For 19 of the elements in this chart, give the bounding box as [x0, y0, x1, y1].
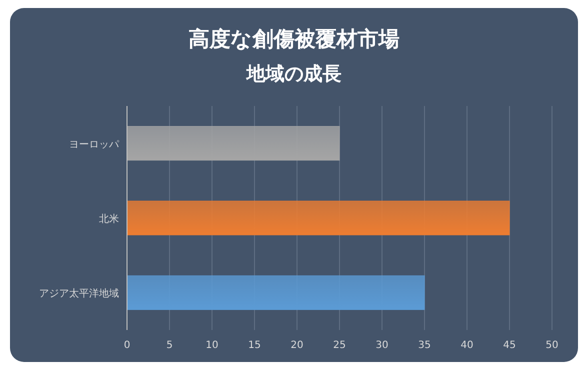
y-tick-label: アジア太平洋地域 — [39, 288, 119, 300]
x-tick-label: 45 — [503, 340, 516, 351]
chart-title: 高度な創傷被覆材市場 — [188, 26, 400, 51]
x-tick-label: 30 — [376, 340, 388, 351]
bar — [126, 126, 340, 161]
x-tick-label: 25 — [333, 340, 346, 351]
bar — [126, 200, 510, 236]
x-tick-label: 10 — [206, 340, 218, 351]
y-tick-label: ヨーロッパ — [69, 139, 120, 150]
x-tick-label: 5 — [166, 340, 173, 351]
x-tick-label: 20 — [290, 340, 304, 351]
bar — [126, 275, 425, 310]
x-tick-label: 15 — [248, 340, 261, 351]
x-tick-label: 50 — [546, 340, 558, 351]
x-tick-label: 35 — [418, 340, 431, 351]
x-tick-label: 40 — [460, 340, 474, 351]
y-tick-label: 北米 — [99, 213, 119, 225]
x-tick-label: 0 — [124, 340, 130, 351]
chart-subtitle: 地域の成長 — [246, 63, 342, 85]
